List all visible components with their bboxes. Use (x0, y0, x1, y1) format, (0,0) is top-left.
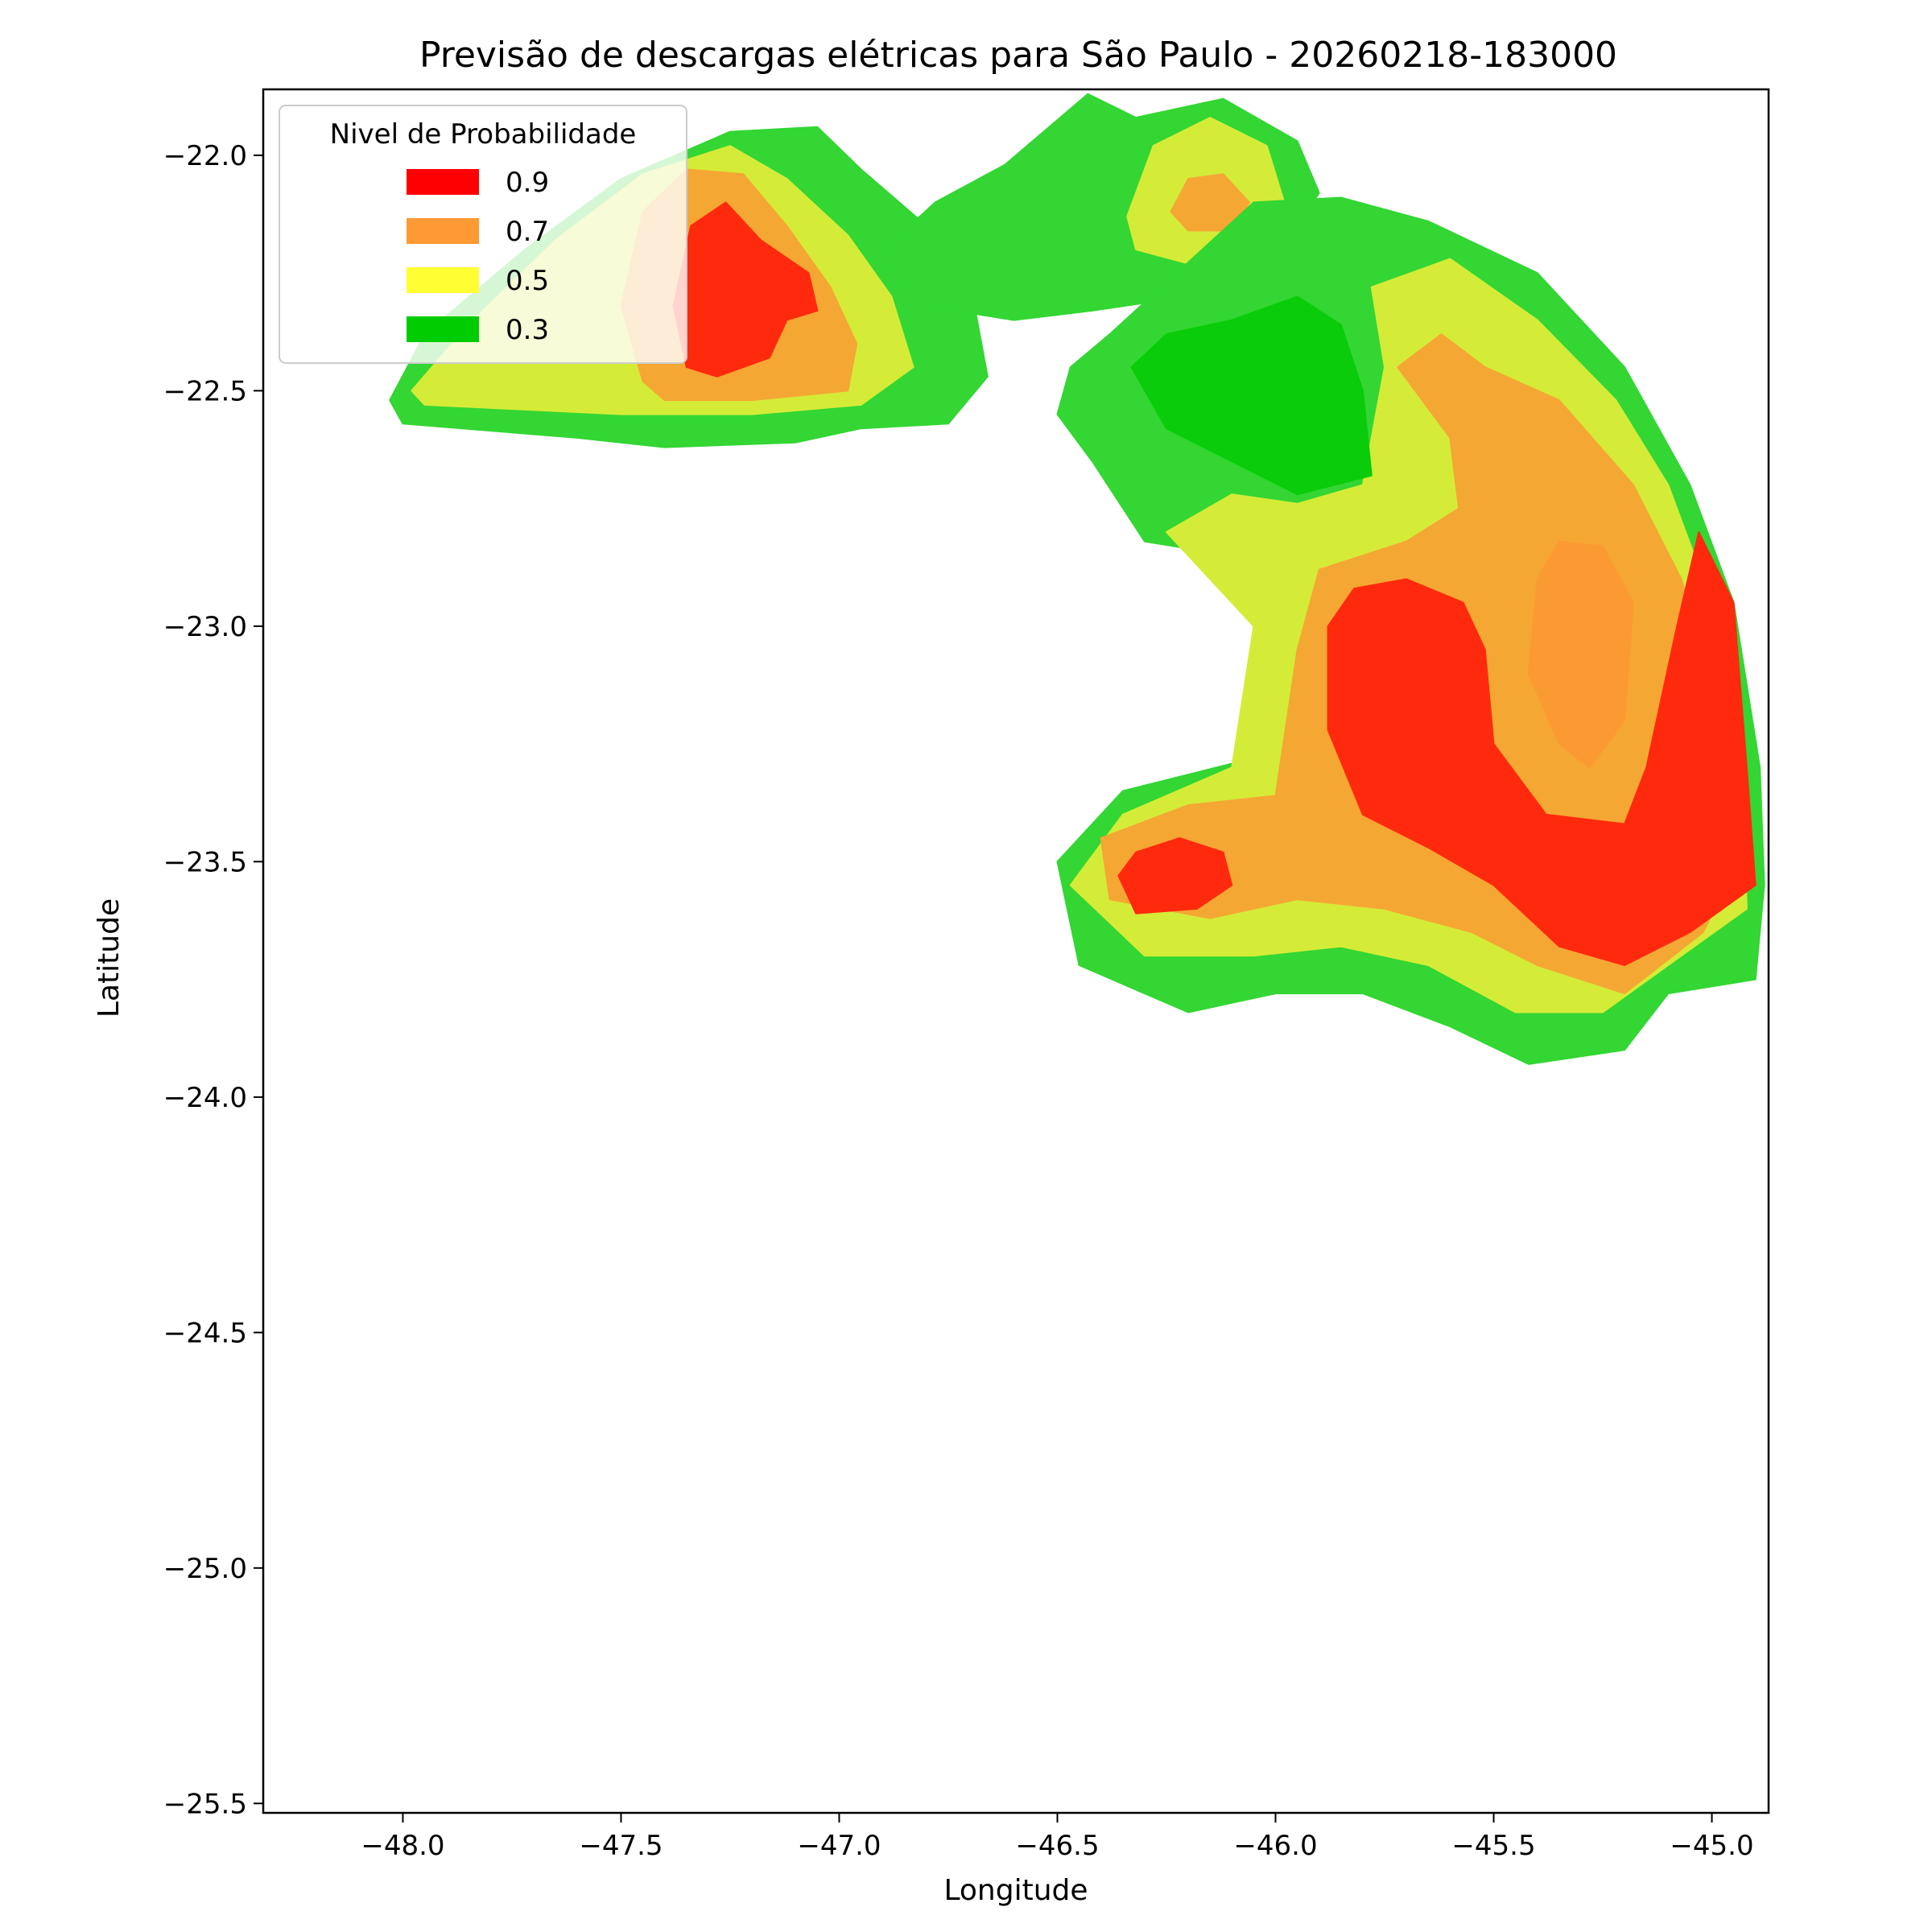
legend-swatch (407, 218, 479, 244)
y-tick-label: −22.0 (163, 140, 247, 172)
contour-region-north-cell-orange (1170, 173, 1250, 232)
legend-title: Nivel de Probabilidade (330, 118, 637, 151)
x-tick-label: −47.5 (579, 1830, 663, 1862)
legend: Nivel de Probabilidade 0.9 0.7 0.5 0.3 (279, 105, 687, 364)
y-tick-label: −23.5 (163, 846, 247, 878)
legend-swatch (407, 316, 479, 342)
legend-label: 0.3 (506, 314, 549, 346)
contour-region-east-band-red (1327, 530, 1757, 966)
x-tick-label: −45.0 (1670, 1830, 1753, 1862)
x-tick-label: −47.0 (797, 1830, 881, 1862)
y-axis-label: Latitude (93, 898, 126, 1018)
x-axis-ticks: −48.0 −47.5 −47.0 −46.5 −46.0 −45.5 −45.0 (361, 1813, 1754, 1862)
x-axis-label: Longitude (943, 1874, 1088, 1907)
y-axis-ticks: −22.0 −22.5 −23.0 −23.5 −24.0 −24.5 −25.0 −25.5 (163, 140, 263, 1820)
legend-label: 0.9 (506, 167, 549, 199)
legend-label: 0.5 (506, 265, 549, 297)
y-tick-label: −25.0 (163, 1553, 247, 1585)
chart-title: Previsão de descargas elétricas para São… (419, 35, 1617, 76)
contour-region-southwest-cell-red (1117, 837, 1233, 914)
legend-swatch (407, 267, 479, 293)
contour-region-inner-cell-dark-green (1130, 295, 1373, 496)
y-tick-label: −23.0 (163, 611, 247, 643)
x-tick-label: −45.5 (1451, 1830, 1535, 1862)
x-tick-label: −46.0 (1233, 1830, 1317, 1862)
legend-entries: 0.9 0.7 0.5 0.3 (407, 167, 549, 346)
y-tick-label: −22.5 (163, 375, 247, 407)
legend-label: 0.7 (506, 216, 549, 248)
contour-region-east-core-orange (1527, 540, 1634, 769)
legend-box (279, 105, 687, 364)
x-tick-label: −48.0 (361, 1830, 444, 1862)
plot-frame (262, 88, 1770, 1814)
y-tick-label: −24.5 (163, 1317, 247, 1349)
y-tick-label: −25.5 (163, 1788, 247, 1820)
legend-swatch (407, 169, 479, 195)
x-tick-label: −46.5 (1015, 1830, 1099, 1862)
y-tick-label: −24.0 (163, 1082, 247, 1114)
